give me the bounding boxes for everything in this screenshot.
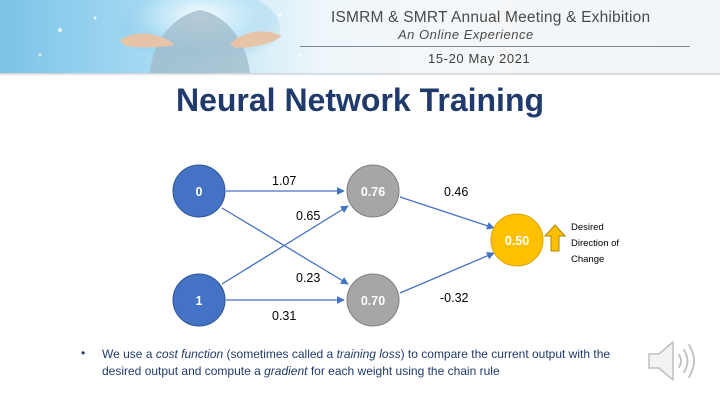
meeting-dates: 15-20 May 2021 [428, 51, 531, 66]
bullet-text-part: (sometimes called a [223, 347, 337, 361]
meeting-title: ISMRM & SMRT Annual Meeting & Exhibition [331, 9, 651, 26]
weight-label-input0-hiddenbottom: 0.23 [296, 271, 320, 285]
term-training-loss: training loss [336, 347, 401, 361]
slide-title: Neural Network Training [175, 82, 545, 118]
node-output: 0.50 [490, 213, 544, 267]
edge-hiddentop-output [399, 196, 495, 230]
bullet-text-part: ) to compare the current output with the… [102, 347, 611, 378]
weight-label-hiddenbottom-output: -0.32 [440, 291, 469, 305]
banner-hands-illustration [0, 0, 330, 73]
banner-shadow [0, 73, 720, 76]
desired-note-line-1: Desired [571, 222, 604, 233]
desired-direction-note: Desired Direction of Change [571, 220, 619, 268]
weight-label-input1-hiddenbottom: 0.31 [272, 309, 296, 323]
node-input-1-label: 1 [196, 294, 203, 308]
node-hidden-bottom-label: 0.70 [361, 294, 385, 308]
speaker-icon[interactable] [645, 336, 701, 386]
weight-label-input1-hiddentop: 0.65 [296, 209, 320, 223]
bullet-marker: • [81, 346, 86, 360]
edge-hiddenbottom-output [399, 252, 495, 294]
edge-input1-hiddentop [221, 205, 349, 285]
desired-note-line-2: Direction of [571, 238, 620, 249]
bullet-text-part: for each weight using the chain rule [307, 364, 500, 378]
node-hidden-bottom: 0.70 [346, 273, 400, 327]
bullet-text: We use a cost function (sometimes called… [102, 346, 642, 380]
conference-banner: ISMRM & SMRT Annual Meeting & Exhibition… [0, 0, 720, 73]
banner-divider [300, 46, 690, 47]
node-input-0-label: 0 [196, 185, 203, 199]
weight-label-input0-hiddentop: 1.07 [272, 174, 296, 188]
node-input-1: 1 [172, 273, 226, 327]
up-arrow-icon [543, 224, 567, 252]
weight-label-hiddentop-output: 0.46 [444, 185, 468, 199]
term-gradient: gradient [264, 364, 308, 378]
node-output-label: 0.50 [505, 234, 529, 248]
term-cost-function: cost function [155, 347, 224, 361]
meeting-subtitle: An Online Experience [398, 27, 534, 42]
node-hidden-top-label: 0.76 [361, 185, 385, 199]
node-hidden-top: 0.76 [346, 164, 400, 218]
bullet-text-part: We use a [102, 347, 156, 361]
edge-input0-hiddenbottom [221, 207, 349, 285]
node-input-0: 0 [172, 164, 226, 218]
desired-note-line-3: Change [571, 254, 605, 265]
